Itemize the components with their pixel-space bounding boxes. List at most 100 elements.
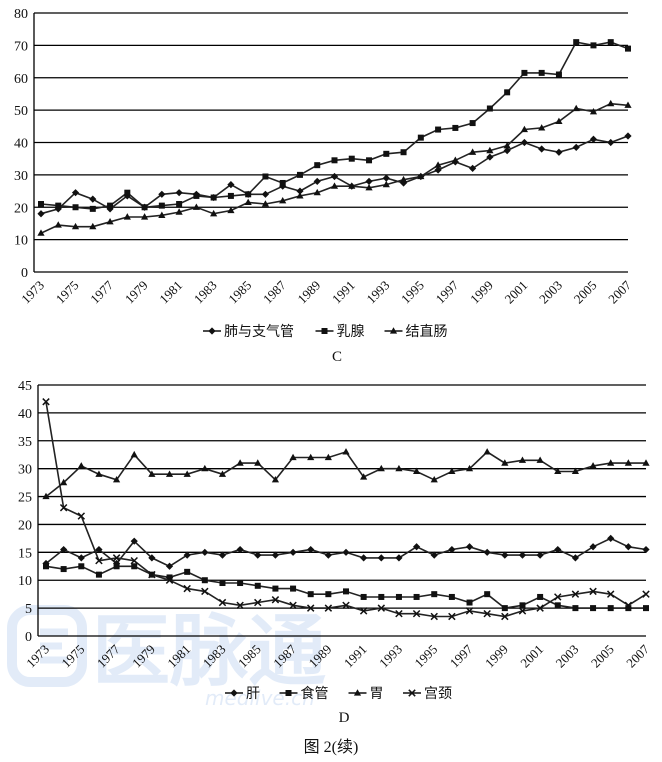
x-tick-label: 1995 <box>411 642 440 671</box>
data-point <box>38 201 44 208</box>
data-point <box>296 187 304 195</box>
data-point <box>140 213 149 220</box>
x-tick-label: 1999 <box>482 642 511 671</box>
data-point <box>42 398 50 406</box>
x-tick-label: 1975 <box>53 278 82 307</box>
data-point <box>279 179 286 186</box>
data-point <box>538 69 545 76</box>
data-point <box>218 551 227 559</box>
data-point <box>554 602 561 609</box>
legend: 肺与支气管 乳腺 结直肠 <box>203 323 448 340</box>
data-point <box>254 598 262 607</box>
data-point <box>330 182 339 189</box>
data-point <box>520 138 529 147</box>
data-point <box>307 453 315 461</box>
data-point <box>95 545 103 554</box>
data-point <box>430 476 438 483</box>
data-point <box>77 512 86 520</box>
data-point <box>400 149 407 156</box>
data-point <box>624 601 633 610</box>
x-tick-label: 1977 <box>87 277 116 306</box>
data-point <box>365 184 373 191</box>
series-2 <box>38 39 631 212</box>
data-point <box>158 190 166 198</box>
data-point <box>343 588 349 595</box>
data-point <box>348 182 356 189</box>
data-point <box>555 117 563 125</box>
x-tick-label: 1989 <box>294 278 323 307</box>
x-tick-label: 2003 <box>553 642 582 671</box>
legend-item-1: 肺与支气管 <box>203 324 294 340</box>
data-point <box>37 229 45 236</box>
data-point <box>77 462 85 469</box>
data-point <box>360 554 368 562</box>
data-point <box>607 39 614 46</box>
x-tick-label: 1983 <box>191 278 220 307</box>
data-point <box>78 563 85 570</box>
x-tick-label: 1997 <box>447 641 476 670</box>
data-point <box>165 562 174 570</box>
data-point <box>572 143 580 151</box>
x-tick-label: 2003 <box>536 278 565 307</box>
x-tick-label: 2001 <box>517 642 546 671</box>
data-point <box>504 89 511 96</box>
data-point <box>589 587 597 596</box>
data-point <box>518 607 527 615</box>
data-point <box>448 467 456 475</box>
data-point <box>573 39 580 46</box>
legend-item-4: 宫颈 <box>403 686 452 702</box>
data-point <box>448 545 456 554</box>
data-point <box>236 459 244 466</box>
panel-label: C <box>332 349 342 365</box>
data-point <box>412 609 421 618</box>
data-point <box>89 222 97 230</box>
data-point <box>210 194 217 201</box>
legend-item-1: 肝 <box>225 686 260 702</box>
data-point <box>642 545 650 554</box>
y-tick-label: 15 <box>18 546 32 561</box>
data-point <box>272 585 279 592</box>
data-point <box>175 208 183 215</box>
data-point <box>314 162 321 169</box>
data-point <box>313 188 321 196</box>
x-tick-label: 2007 <box>623 641 652 670</box>
legend-marker-square <box>285 690 292 696</box>
data-point <box>554 593 562 601</box>
x-tick-label: 2001 <box>502 278 531 307</box>
data-point <box>175 189 183 197</box>
data-point <box>555 148 563 156</box>
data-point <box>607 605 614 612</box>
legend-item-3: 胃 <box>348 687 384 702</box>
data-point <box>360 473 368 480</box>
legend-label: 胃 <box>370 687 384 702</box>
data-point <box>537 593 544 600</box>
data-point <box>148 570 156 579</box>
data-point <box>589 135 598 143</box>
data-point <box>501 612 509 621</box>
data-point <box>106 218 114 225</box>
data-point <box>176 201 183 208</box>
data-point <box>538 145 546 153</box>
data-point <box>72 204 79 211</box>
data-point <box>469 120 476 127</box>
x-tick-label: 1985 <box>225 278 254 307</box>
data-point <box>261 190 270 198</box>
data-point <box>130 537 138 545</box>
x-tick-label: 1979 <box>122 278 151 307</box>
y-tick-label: 20 <box>18 518 32 533</box>
legend-marker-triangle <box>353 689 362 696</box>
data-point <box>254 582 261 589</box>
data-point <box>448 593 455 600</box>
data-point <box>518 456 527 463</box>
data-point <box>183 584 191 593</box>
data-point <box>590 42 597 49</box>
data-point <box>43 563 49 570</box>
data-point <box>193 192 200 199</box>
data-point <box>435 126 442 133</box>
data-point <box>245 191 252 198</box>
data-point <box>572 605 579 612</box>
legend: 肝 食管 胃 宫颈 <box>225 685 452 702</box>
data-point <box>538 124 546 131</box>
data-point <box>571 590 580 598</box>
